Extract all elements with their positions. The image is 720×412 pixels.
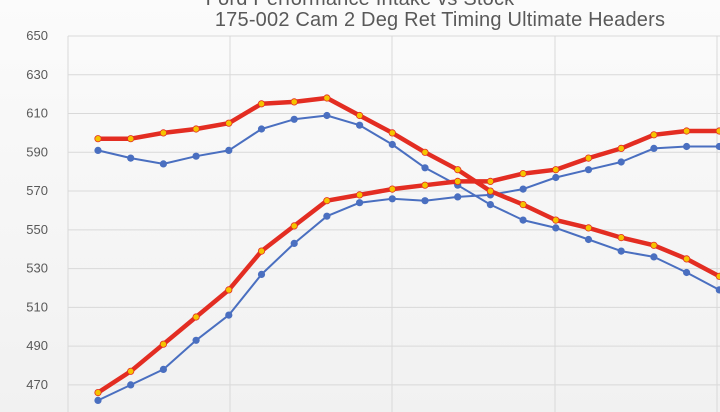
data-point xyxy=(715,142,720,151)
data-point xyxy=(290,222,298,230)
data-point xyxy=(356,121,364,129)
data-point xyxy=(650,144,658,152)
data-point xyxy=(486,187,494,195)
series-line xyxy=(95,128,720,395)
data-point xyxy=(584,235,593,244)
data-point xyxy=(388,185,396,193)
data-point xyxy=(159,365,167,373)
data-point xyxy=(225,146,233,154)
data-point xyxy=(225,311,233,319)
data-point xyxy=(486,201,494,209)
data-point xyxy=(650,131,658,139)
data-point xyxy=(715,286,720,294)
data-point xyxy=(552,216,560,224)
data-point xyxy=(192,313,200,321)
data-point xyxy=(290,239,298,247)
data-point xyxy=(257,125,266,133)
data-point xyxy=(421,148,429,156)
series-line xyxy=(95,95,720,280)
data-point xyxy=(617,247,625,255)
data-point xyxy=(323,212,331,220)
data-point xyxy=(159,340,167,348)
data-point xyxy=(257,100,266,108)
data-point xyxy=(225,286,233,294)
data-point xyxy=(715,272,720,280)
data-point xyxy=(290,115,298,123)
data-point xyxy=(650,241,658,249)
y-tick-label: 590 xyxy=(26,144,48,159)
data-point xyxy=(356,199,364,207)
data-point xyxy=(486,177,494,185)
data-point xyxy=(355,191,364,199)
data-point xyxy=(94,146,102,154)
data-point xyxy=(127,135,135,143)
y-tick-label: 550 xyxy=(26,222,48,237)
data-point xyxy=(94,135,102,143)
data-point xyxy=(421,181,429,189)
data-point xyxy=(388,140,396,149)
data-point xyxy=(323,111,331,120)
data-point xyxy=(127,381,135,389)
data-point xyxy=(192,125,200,133)
data-point xyxy=(683,142,691,151)
chart-title: Ford Performance Intake vs Stock xyxy=(0,0,720,11)
data-point xyxy=(683,268,691,277)
data-point xyxy=(552,224,560,232)
data-point xyxy=(617,234,625,242)
data-point xyxy=(584,166,593,174)
data-point xyxy=(225,119,233,127)
chart-subtitle: 175-002 Cam 2 Deg Ret Timing Ultimate He… xyxy=(214,9,666,31)
data-point xyxy=(421,197,429,205)
y-tick-label: 630 xyxy=(26,67,48,82)
data-point xyxy=(519,185,527,193)
data-point xyxy=(454,193,462,201)
data-point xyxy=(650,253,658,261)
y-tick-label: 470 xyxy=(26,377,48,392)
data-point xyxy=(127,154,135,162)
data-point xyxy=(94,388,102,397)
data-point xyxy=(519,216,527,224)
data-point xyxy=(388,195,396,203)
data-point xyxy=(682,255,691,263)
data-point xyxy=(552,173,560,182)
data-point xyxy=(584,154,593,162)
data-point xyxy=(617,158,625,166)
data-point xyxy=(290,98,298,106)
data-point xyxy=(257,247,266,255)
series-line xyxy=(97,145,720,402)
data-point xyxy=(454,166,462,174)
data-point xyxy=(127,367,135,375)
y-tick-label: 490 xyxy=(26,338,48,353)
data-point xyxy=(192,152,200,160)
data-point xyxy=(454,177,462,185)
data-point xyxy=(355,111,364,120)
data-point xyxy=(519,170,527,178)
y-tick-label: 510 xyxy=(26,299,48,314)
y-tick-label: 610 xyxy=(26,106,48,121)
y-tick-label: 650 xyxy=(26,28,48,43)
data-point xyxy=(323,94,331,102)
data-point xyxy=(682,127,691,135)
data-point xyxy=(584,224,593,232)
y-tick-label: 530 xyxy=(26,261,48,276)
data-point xyxy=(388,129,396,137)
data-point xyxy=(519,201,527,209)
data-point xyxy=(617,144,625,152)
data-point xyxy=(159,129,167,137)
data-point xyxy=(715,127,720,135)
data-point xyxy=(94,396,102,404)
data-point xyxy=(159,160,167,168)
data-point xyxy=(323,197,331,205)
data-point xyxy=(257,270,266,278)
data-point xyxy=(552,166,560,174)
data-point xyxy=(192,336,200,344)
data-point xyxy=(421,164,429,172)
y-tick-label: 570 xyxy=(26,183,48,198)
